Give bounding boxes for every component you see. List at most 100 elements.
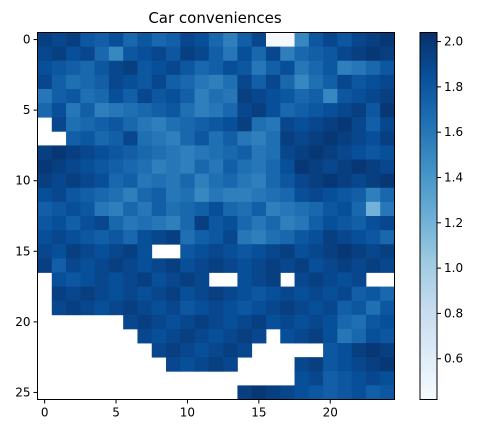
heatmap-cell: [280, 117, 295, 132]
heatmap-cell: [351, 343, 367, 358]
heatmap-cell: [223, 230, 238, 245]
heatmap-cell: [108, 187, 124, 203]
heatmap-cell: [208, 357, 224, 372]
heatmap-cell: [323, 272, 338, 287]
heatmap-cell: [380, 173, 395, 189]
heatmap-cell: [351, 60, 367, 76]
heatmap-cell: [380, 32, 395, 48]
heatmap-cell: [251, 131, 267, 146]
heatmap-cell: [137, 173, 153, 189]
heatmap-cell: [265, 131, 281, 146]
heatmap-cell: [223, 88, 238, 104]
heatmap-cell: [351, 117, 367, 132]
heatmap-cell: [51, 244, 67, 259]
heatmap-cell: [194, 131, 210, 146]
heatmap-cell: [265, 159, 281, 175]
heatmap-cell: [265, 117, 281, 132]
heatmap-cell: [237, 286, 253, 302]
heatmap-cell: [251, 230, 267, 245]
heatmap-cell: [80, 159, 96, 175]
heatmap-cell: [323, 286, 338, 302]
heatmap-cell: [123, 244, 138, 259]
heatmap-cell: [194, 117, 210, 132]
heatmap-cell: [194, 46, 210, 62]
heatmap-cell: [280, 173, 295, 189]
heatmap-cell: [94, 131, 110, 146]
heatmap-cell: [223, 60, 238, 76]
heatmap-cell: [123, 216, 138, 231]
heatmap-cell: [223, 32, 238, 48]
heatmap-cell: [151, 117, 167, 132]
heatmap-cell: [80, 88, 96, 104]
heatmap-cell: [351, 385, 367, 400]
heatmap-cell: [294, 328, 310, 344]
heatmap-cell: [94, 286, 110, 302]
heatmap-cell: [337, 314, 353, 330]
heatmap-cell: [108, 286, 124, 302]
heatmap-cell: [223, 357, 238, 372]
heatmap-cell: [265, 300, 281, 316]
heatmap-cell: [137, 103, 153, 118]
heatmap-cell: [37, 159, 53, 175]
heatmap-cell: [308, 371, 324, 386]
heatmap-cell: [208, 32, 224, 48]
heatmap-cell: [251, 117, 267, 132]
heatmap-cell: [351, 286, 367, 302]
heatmap-cell: [166, 145, 181, 160]
heatmap-cell: [37, 258, 53, 273]
heatmap-cell: [280, 314, 295, 330]
heatmap-cell: [51, 258, 67, 273]
heatmap-cell: [251, 32, 267, 48]
heatmap-cell: [66, 145, 81, 160]
heatmap-cell: [80, 131, 96, 146]
heatmap-cell: [280, 46, 295, 62]
heatmap-cell: [151, 32, 167, 48]
heatmap-cell: [380, 159, 395, 175]
heatmap-cell: [280, 328, 295, 344]
heatmap-cell: [308, 187, 324, 203]
heatmap-cell: [108, 74, 124, 90]
heatmap-cell: [237, 187, 253, 203]
heatmap-cell: [294, 286, 310, 302]
heatmap-cell: [80, 216, 96, 231]
heatmap-cell: [66, 117, 81, 132]
heatmap-cell: [351, 187, 367, 203]
heatmap-cell: [80, 145, 96, 160]
heatmap-cell: [351, 88, 367, 104]
heatmap-cell: [208, 46, 224, 62]
heatmap-cell: [280, 258, 295, 273]
heatmap-cell: [294, 272, 310, 287]
heatmap-cell: [237, 300, 253, 316]
heatmap-cell: [337, 131, 353, 146]
heatmap-cell: [337, 385, 353, 400]
heatmap-cell: [108, 32, 124, 48]
heatmap-cell: [94, 60, 110, 76]
heatmap-cell: [166, 60, 181, 76]
heatmap-cell: [365, 74, 381, 90]
heatmap-cell: [294, 60, 310, 76]
heatmap-cell: [194, 60, 210, 76]
colorbar-tick-label: 1.6: [444, 125, 463, 139]
heatmap-cell: [251, 173, 267, 189]
heatmap-cell: [180, 32, 195, 48]
heatmap-cell: [323, 216, 338, 231]
heatmap-cell: [194, 230, 210, 245]
heatmap-cell: [166, 46, 181, 62]
y-tick-label: 25: [15, 385, 30, 399]
heatmap-cell: [251, 60, 267, 76]
heatmap-cell: [51, 216, 67, 231]
heatmap-cell: [351, 371, 367, 386]
heatmap-cell: [280, 385, 295, 400]
heatmap-cell: [166, 117, 181, 132]
heatmap-cell: [223, 328, 238, 344]
heatmap-cell: [123, 286, 138, 302]
heatmap-cell: [151, 230, 167, 245]
heatmap-cell: [351, 328, 367, 344]
heatmap-cell: [251, 385, 267, 400]
heatmap-cell: [166, 272, 181, 287]
heatmap-cell: [380, 357, 395, 372]
heatmap-cell: [237, 314, 253, 330]
heatmap-cell: [308, 258, 324, 273]
heatmap-cell: [37, 32, 53, 48]
heatmap-cell: [51, 173, 67, 189]
